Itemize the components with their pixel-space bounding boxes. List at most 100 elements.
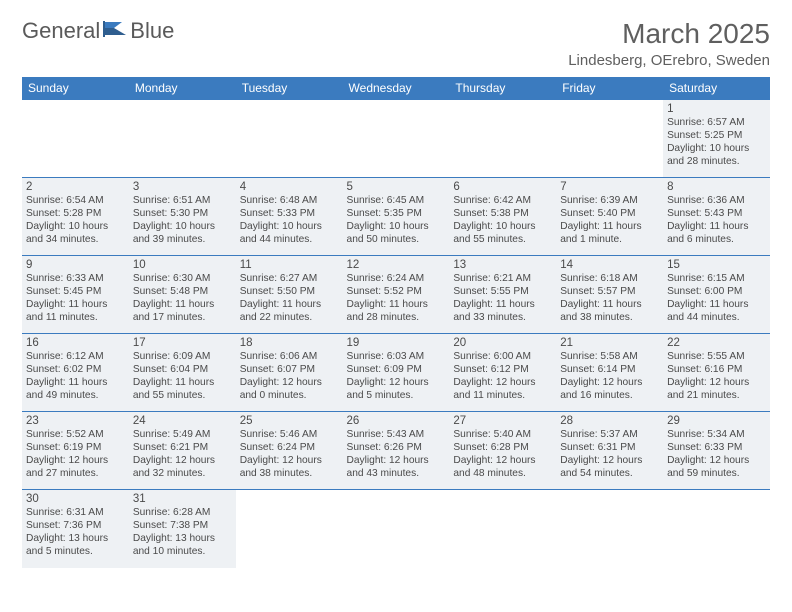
sunset-text: Sunset: 5:45 PM	[26, 286, 125, 299]
daylight-text: Daylight: 12 hours	[347, 377, 446, 390]
daylight-text: and 11 minutes.	[453, 390, 552, 403]
weekday-header: Sunday	[22, 77, 129, 100]
daylight-text: Daylight: 10 hours	[26, 221, 125, 234]
calendar-day-cell: 5Sunrise: 6:45 AMSunset: 5:35 PMDaylight…	[343, 178, 450, 256]
daylight-text: Daylight: 10 hours	[667, 143, 766, 156]
day-number: 5	[347, 180, 446, 194]
calendar-day-cell: 18Sunrise: 6:06 AMSunset: 6:07 PMDayligh…	[236, 334, 343, 412]
daylight-text: and 59 minutes.	[667, 468, 766, 481]
sunset-text: Sunset: 5:30 PM	[133, 208, 232, 221]
daylight-text: Daylight: 10 hours	[453, 221, 552, 234]
daylight-text: Daylight: 11 hours	[667, 299, 766, 312]
calendar-day-cell: 2Sunrise: 6:54 AMSunset: 5:28 PMDaylight…	[22, 178, 129, 256]
daylight-text: Daylight: 11 hours	[133, 299, 232, 312]
daylight-text: and 54 minutes.	[560, 468, 659, 481]
sunrise-text: Sunrise: 6:09 AM	[133, 351, 232, 364]
daylight-text: and 5 minutes.	[26, 546, 125, 559]
sunset-text: Sunset: 5:43 PM	[667, 208, 766, 221]
daylight-text: Daylight: 12 hours	[560, 455, 659, 468]
calendar-day-cell: 13Sunrise: 6:21 AMSunset: 5:55 PMDayligh…	[449, 256, 556, 334]
sunrise-text: Sunrise: 6:36 AM	[667, 195, 766, 208]
brand-name-a: General	[22, 18, 100, 44]
daylight-text: Daylight: 12 hours	[240, 377, 339, 390]
calendar-day-cell: 25Sunrise: 5:46 AMSunset: 6:24 PMDayligh…	[236, 412, 343, 490]
calendar-day-cell: 20Sunrise: 6:00 AMSunset: 6:12 PMDayligh…	[449, 334, 556, 412]
sunrise-text: Sunrise: 6:28 AM	[133, 507, 232, 520]
calendar-week-row: 30Sunrise: 6:31 AMSunset: 7:36 PMDayligh…	[22, 490, 770, 568]
day-number: 18	[240, 336, 339, 350]
day-number: 2	[26, 180, 125, 194]
sunrise-text: Sunrise: 5:46 AM	[240, 429, 339, 442]
sunrise-text: Sunrise: 6:31 AM	[26, 507, 125, 520]
day-number: 14	[560, 258, 659, 272]
sunset-text: Sunset: 6:02 PM	[26, 364, 125, 377]
day-number: 3	[133, 180, 232, 194]
calendar-day-cell: 31Sunrise: 6:28 AMSunset: 7:38 PMDayligh…	[129, 490, 236, 568]
sunset-text: Sunset: 6:21 PM	[133, 442, 232, 455]
calendar-day-cell: 22Sunrise: 5:55 AMSunset: 6:16 PMDayligh…	[663, 334, 770, 412]
sunset-text: Sunset: 5:55 PM	[453, 286, 552, 299]
calendar-day-cell: 24Sunrise: 5:49 AMSunset: 6:21 PMDayligh…	[129, 412, 236, 490]
sunset-text: Sunset: 7:38 PM	[133, 520, 232, 533]
day-number: 30	[26, 492, 125, 506]
daylight-text: Daylight: 13 hours	[133, 533, 232, 546]
calendar-day-cell: 3Sunrise: 6:51 AMSunset: 5:30 PMDaylight…	[129, 178, 236, 256]
sunrise-text: Sunrise: 5:58 AM	[560, 351, 659, 364]
sunset-text: Sunset: 5:38 PM	[453, 208, 552, 221]
header: General Blue March 2025 Lindesberg, OEre…	[22, 18, 770, 69]
day-number: 20	[453, 336, 552, 350]
daylight-text: Daylight: 12 hours	[240, 455, 339, 468]
weekday-header: Wednesday	[343, 77, 450, 100]
day-number: 19	[347, 336, 446, 350]
calendar-week-row: 9Sunrise: 6:33 AMSunset: 5:45 PMDaylight…	[22, 256, 770, 334]
calendar-empty-cell	[236, 100, 343, 178]
daylight-text: Daylight: 12 hours	[133, 455, 232, 468]
calendar-week-row: 23Sunrise: 5:52 AMSunset: 6:19 PMDayligh…	[22, 412, 770, 490]
calendar-day-cell: 6Sunrise: 6:42 AMSunset: 5:38 PMDaylight…	[449, 178, 556, 256]
sunset-text: Sunset: 5:35 PM	[347, 208, 446, 221]
sunrise-text: Sunrise: 6:57 AM	[667, 117, 766, 130]
daylight-text: and 48 minutes.	[453, 468, 552, 481]
calendar-week-row: 2Sunrise: 6:54 AMSunset: 5:28 PMDaylight…	[22, 178, 770, 256]
sunrise-text: Sunrise: 6:33 AM	[26, 273, 125, 286]
calendar-week-row: 16Sunrise: 6:12 AMSunset: 6:02 PMDayligh…	[22, 334, 770, 412]
sunrise-text: Sunrise: 5:40 AM	[453, 429, 552, 442]
sunrise-text: Sunrise: 5:49 AM	[133, 429, 232, 442]
sunrise-text: Sunrise: 5:37 AM	[560, 429, 659, 442]
calendar-empty-cell	[343, 490, 450, 568]
calendar-day-cell: 1Sunrise: 6:57 AMSunset: 5:25 PMDaylight…	[663, 100, 770, 178]
calendar-day-cell: 30Sunrise: 6:31 AMSunset: 7:36 PMDayligh…	[22, 490, 129, 568]
sunset-text: Sunset: 6:09 PM	[347, 364, 446, 377]
brand-name-b: Blue	[130, 18, 174, 44]
day-number: 13	[453, 258, 552, 272]
calendar-empty-cell	[449, 100, 556, 178]
sunrise-text: Sunrise: 5:55 AM	[667, 351, 766, 364]
day-number: 8	[667, 180, 766, 194]
flag-icon	[102, 19, 128, 44]
day-number: 28	[560, 414, 659, 428]
daylight-text: Daylight: 10 hours	[133, 221, 232, 234]
sunset-text: Sunset: 6:00 PM	[667, 286, 766, 299]
daylight-text: and 17 minutes.	[133, 312, 232, 325]
sunrise-text: Sunrise: 6:45 AM	[347, 195, 446, 208]
calendar-empty-cell	[556, 490, 663, 568]
daylight-text: Daylight: 10 hours	[240, 221, 339, 234]
daylight-text: Daylight: 13 hours	[26, 533, 125, 546]
sunset-text: Sunset: 5:52 PM	[347, 286, 446, 299]
sunset-text: Sunset: 6:04 PM	[133, 364, 232, 377]
daylight-text: and 5 minutes.	[347, 390, 446, 403]
day-number: 7	[560, 180, 659, 194]
sunrise-text: Sunrise: 6:06 AM	[240, 351, 339, 364]
sunrise-text: Sunrise: 6:00 AM	[453, 351, 552, 364]
sunrise-text: Sunrise: 6:03 AM	[347, 351, 446, 364]
calendar-day-cell: 14Sunrise: 6:18 AMSunset: 5:57 PMDayligh…	[556, 256, 663, 334]
calendar-empty-cell	[236, 490, 343, 568]
sunrise-text: Sunrise: 6:27 AM	[240, 273, 339, 286]
calendar-day-cell: 8Sunrise: 6:36 AMSunset: 5:43 PMDaylight…	[663, 178, 770, 256]
calendar-day-cell: 28Sunrise: 5:37 AMSunset: 6:31 PMDayligh…	[556, 412, 663, 490]
daylight-text: and 39 minutes.	[133, 234, 232, 247]
calendar-day-cell: 29Sunrise: 5:34 AMSunset: 6:33 PMDayligh…	[663, 412, 770, 490]
calendar-day-cell: 9Sunrise: 6:33 AMSunset: 5:45 PMDaylight…	[22, 256, 129, 334]
sunrise-text: Sunrise: 6:18 AM	[560, 273, 659, 286]
daylight-text: and 43 minutes.	[347, 468, 446, 481]
